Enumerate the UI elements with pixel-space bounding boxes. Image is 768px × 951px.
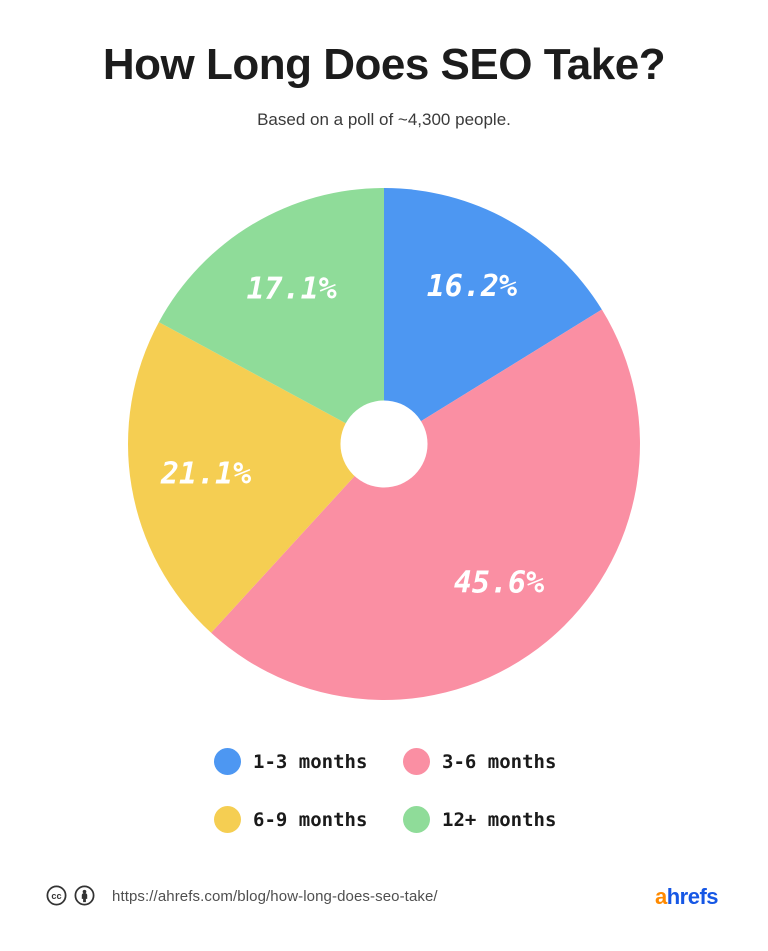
legend-dot-icon [214,748,241,775]
pie-slice-3-6-months [211,309,640,700]
pie-slice-value-label: 21.1% [160,456,251,491]
legend-item-label: 12+ months [442,808,557,831]
ahrefs-logo-a: a [654,884,667,909]
ahrefs-logo-hrefs: hrefs [666,884,719,909]
pie-slice-12-months [158,188,384,444]
pie-slice-value-label: 45.6% [454,566,544,601]
chart-legend: 1-3 months 3-6 months 6-9 months 12+ mon… [214,748,556,833]
legend-item-label: 3-6 months [442,750,557,773]
pie-slice-6-9-months [128,322,384,633]
license-icons: cc [46,885,95,906]
legend-dot-icon [403,748,430,775]
page-subtitle: Based on a poll of ~4,300 people. [257,110,511,129]
legend-dot-icon [214,806,241,833]
page-title: How Long Does SEO Take? [102,40,666,89]
donut-hole [340,400,428,488]
legend-item: 1-3 months [214,748,403,775]
legend-item-label: 6-9 months [253,808,368,831]
pie-chart-svg: 16.2% 45.6% 21.1% 17.1% [128,188,640,700]
ahrefs-logo: ahrefs [654,884,719,910]
legend-dot-icon [403,806,430,833]
pie-slice-1-3-months [384,188,602,444]
pie-chart: 16.2% 45.6% 21.1% 17.1% [126,186,642,702]
legend-item-label: 1-3 months [253,750,368,773]
pie-slice-value-label: 17.1% [246,271,336,306]
legend-item: 3-6 months [403,748,556,775]
source-url: https://ahrefs.com/blog/how-long-does-se… [112,888,438,905]
attribution-icon [74,885,95,906]
footer: cc https://ahrefs.com/blog/how-long-does… [0,878,768,914]
svg-text:cc: cc [51,891,61,901]
legend-item: 6-9 months [214,806,403,833]
cc-icon: cc [46,885,67,906]
legend-item: 12+ months [403,806,556,833]
pie-slice-value-label: 16.2% [427,269,517,304]
